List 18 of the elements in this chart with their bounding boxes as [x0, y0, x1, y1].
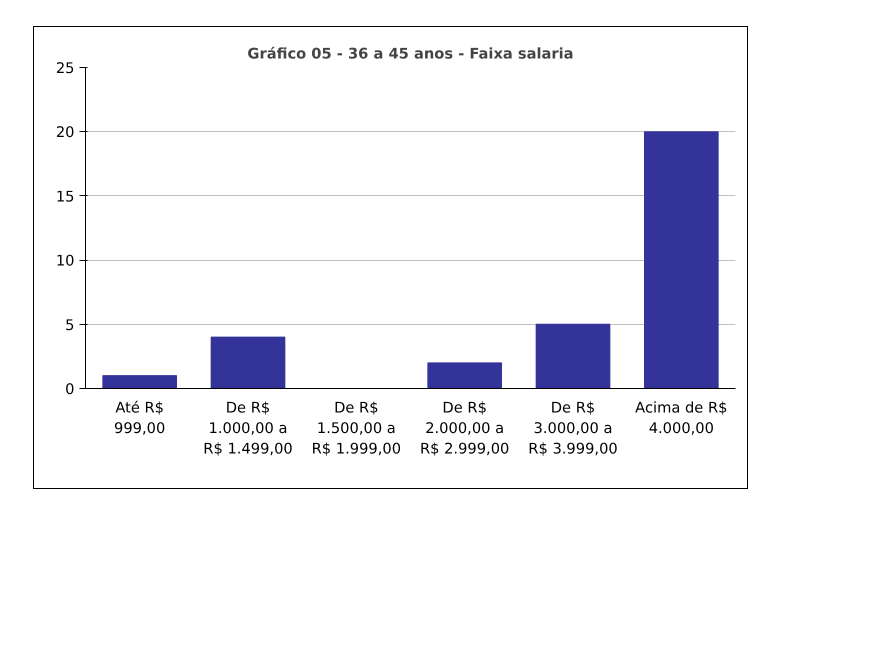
x-tick-label: Até R$ 999,00 [114, 400, 166, 437]
y-tick-label: 15 [56, 188, 75, 206]
x-tick-label: De R$ 1.500,00 a R$ 1.999,00 [312, 400, 402, 458]
bar [536, 324, 610, 388]
x-tick-label: Acima de R$ 4.000,00 [635, 400, 728, 437]
bar [644, 131, 719, 388]
y-tick-label: 25 [56, 60, 75, 77]
y-tick-label: 10 [56, 252, 75, 270]
x-tick-label: De R$ 2.000,00 a R$ 2.999,00 [420, 400, 510, 458]
y-tick-label: 5 [65, 316, 75, 334]
x-tick-label: De R$ 1.000,00 a R$ 1.499,00 [203, 400, 293, 458]
x-tick-label: De R$ 3.000,00 a R$ 3.999,00 [528, 400, 618, 458]
bar [210, 336, 286, 388]
y-tick-label: 0 [65, 381, 75, 398]
bar [102, 375, 177, 388]
y-tick-label: 20 [56, 124, 75, 142]
chart-title: Gráfico 05 - 36 a 45 anos - Faixa salaria [247, 46, 574, 62]
bar [427, 362, 502, 388]
